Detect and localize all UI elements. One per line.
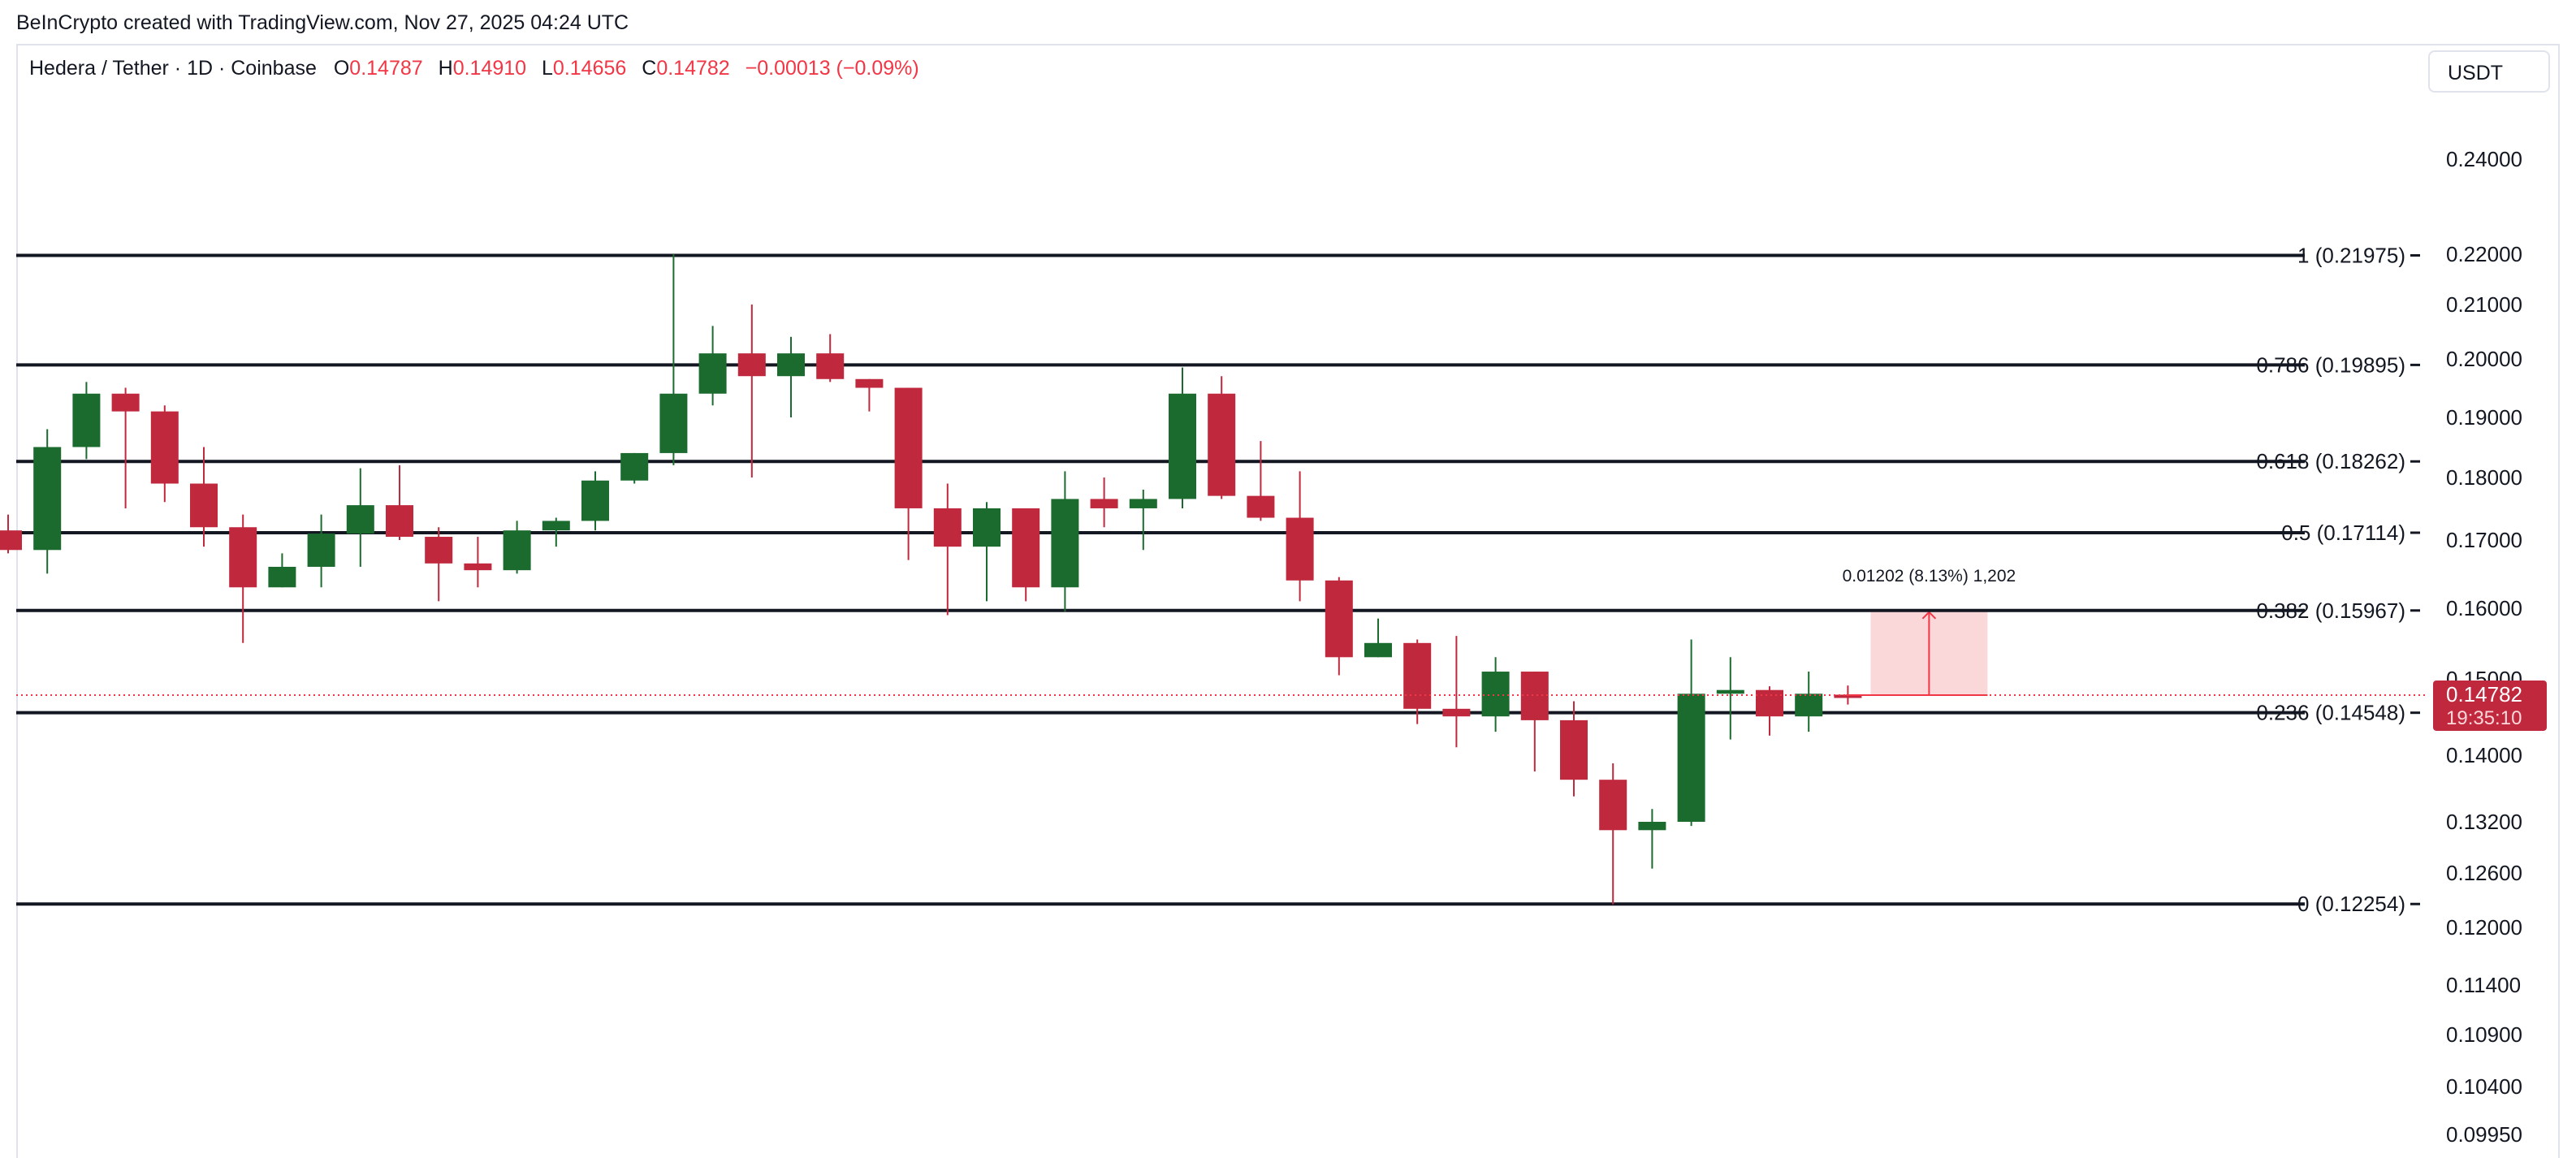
candle-body (581, 480, 609, 521)
candles-group (0, 254, 1862, 905)
candle-body (386, 505, 413, 538)
fib-label: 0.382 (0.15967) (2256, 598, 2405, 623)
close-value: 0.14782 (656, 57, 730, 80)
candle-body (659, 393, 688, 453)
candle-body (1716, 689, 1744, 694)
fib-label: 0.786 (0.19895) (2256, 352, 2405, 377)
measure-group: 0.01202 (8.13%) 1,202 (1843, 567, 2016, 695)
candle-body (1364, 642, 1392, 658)
candle-body (464, 563, 492, 571)
change-value: −0.00013 (−0.09%) (745, 57, 919, 80)
last-price-countdown: 19:35:10 (2446, 707, 2522, 729)
open-value: 0.14787 (349, 57, 423, 80)
candle-body (1756, 689, 1783, 717)
axis-tick-label: 0.20000 (2446, 347, 2522, 371)
candle-body (542, 521, 570, 531)
axis-tick-label: 0.13200 (2446, 810, 2522, 834)
fib-label: 0.236 (0.14548) (2256, 701, 2405, 725)
fib-label: 0.618 (0.18262) (2256, 449, 2405, 473)
high-value: 0.14910 (452, 57, 527, 80)
candle-body (346, 505, 374, 534)
candle-body (503, 530, 531, 571)
candle-body (737, 353, 766, 377)
candle-body (1090, 499, 1118, 508)
candle-body (855, 378, 884, 388)
axis-tick-label: 0.09950 (2446, 1122, 2522, 1147)
candle-body (933, 508, 962, 547)
candle-body (1129, 499, 1157, 508)
candle-body (1560, 719, 1588, 780)
candle-body (1834, 694, 1862, 698)
candle-body (1442, 708, 1471, 717)
candle-body (1481, 672, 1510, 717)
axis-tick-label: 0.17000 (2446, 528, 2522, 552)
candle-body (33, 447, 62, 551)
candle-body (72, 393, 101, 447)
candle-body (816, 353, 845, 379)
last-price-badge (2433, 680, 2547, 731)
candle-body (1169, 393, 1196, 499)
candle-body (894, 387, 923, 508)
candle-body (1599, 780, 1627, 831)
axis-tick-label: 0.21000 (2446, 292, 2522, 317)
candle-body (1638, 822, 1666, 831)
candle-body (150, 411, 179, 484)
axis-tick-label: 0.12600 (2446, 861, 2522, 885)
candle-body (1012, 508, 1040, 588)
fib-label: 1 (0.21975) (2297, 244, 2405, 268)
candle-body (973, 508, 1001, 547)
candle-body (777, 353, 805, 377)
candle-body (1051, 499, 1079, 588)
high-label: H (438, 57, 453, 80)
currency-selector[interactable]: USDT (2428, 50, 2550, 93)
low-label: L (542, 57, 553, 80)
axis-tick-label: 0.12000 (2446, 915, 2522, 940)
axis-tick-label: 0.10400 (2446, 1074, 2522, 1099)
close-label: C (642, 57, 657, 80)
candle-body (229, 527, 257, 588)
candle-body (1403, 642, 1432, 709)
candle-body (111, 393, 140, 412)
axis-tick-label: 0.10900 (2446, 1022, 2522, 1047)
candle-body (1286, 517, 1314, 581)
axis-tick-label: 0.24000 (2446, 147, 2522, 171)
candle-body (1520, 672, 1549, 720)
fib-label: 0.5 (0.17114) (2281, 521, 2405, 545)
open-label: O (333, 57, 350, 80)
price-axis: 0.24000 0.22000 0.21000 0.20000 0.19000 0.180… (2446, 147, 2522, 1147)
symbol-legend: Hedera / Tether · 1D · Coinbase O0.14787… (29, 57, 929, 80)
measure-label: 0.01202 (8.13%) 1,202 (1843, 567, 2016, 585)
fib-label: 0 (0.12254) (2297, 892, 2405, 916)
fib-levels-group: 1 (0.21975) 0.786 (0.19895) 0.618 (0.18262… (16, 244, 2420, 916)
candle-body (1325, 580, 1353, 658)
chart-credit: BeInCrypto created with TradingView.com,… (16, 11, 629, 34)
axis-tick-label: 0.22000 (2446, 242, 2522, 266)
candle-body (268, 566, 296, 588)
axis-tick-label: 0.11400 (2446, 973, 2521, 997)
axis-tick-label: 0.18000 (2446, 465, 2522, 490)
chart-frame (16, 44, 2560, 1158)
candle-body (1247, 495, 1275, 518)
candle-body (1677, 694, 1705, 822)
candle-body (1795, 694, 1823, 717)
candle-body (698, 353, 727, 394)
candle-body (620, 452, 649, 481)
axis-tick-label: 0.14000 (2446, 743, 2522, 767)
axis-tick-label: 0.16000 (2446, 596, 2522, 620)
candle-body (1208, 393, 1236, 496)
candle-body (0, 530, 22, 551)
candle-body (190, 483, 218, 528)
last-price-value: 0.14782 (2446, 682, 2522, 706)
axis-tick-label: 0.19000 (2446, 405, 2522, 430)
candle-body (425, 537, 453, 564)
candle-body (307, 534, 335, 567)
symbol-title[interactable]: Hedera / Tether · 1D · Coinbase (29, 57, 317, 80)
low-value: 0.14656 (552, 57, 627, 80)
